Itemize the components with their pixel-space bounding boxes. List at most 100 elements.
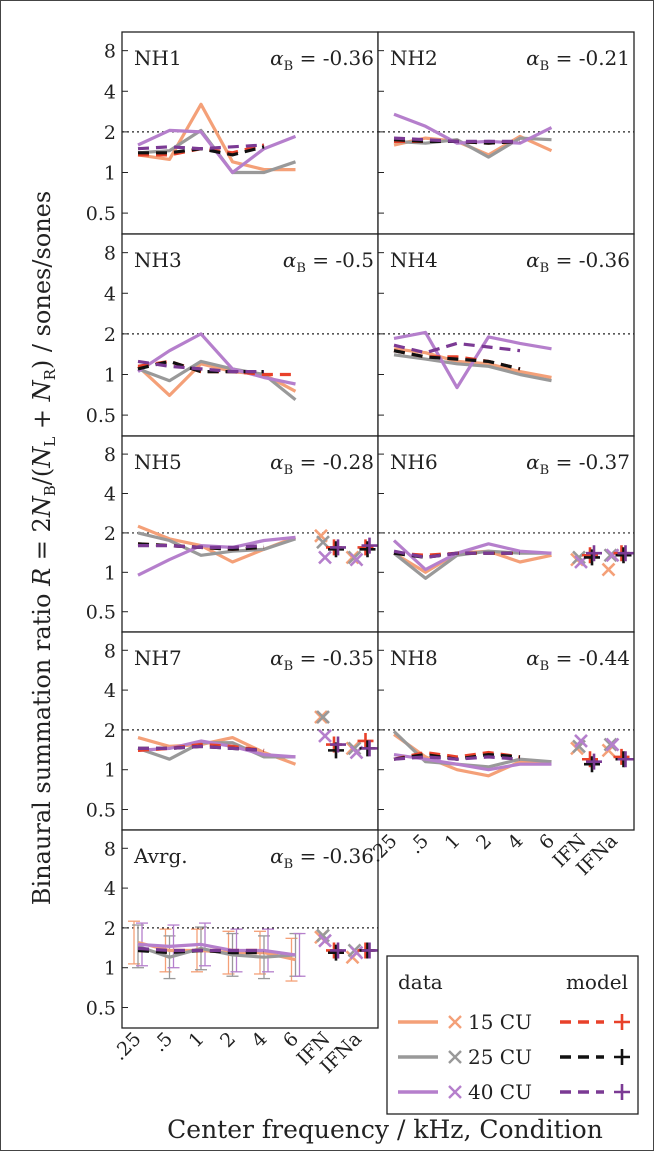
model-line-40-cu	[138, 744, 265, 752]
model-marker-plus	[617, 751, 634, 768]
panels: 8 4 2 1 0.5 NH1 αB = -0.36 NH2 αB = -0.21 8 4 2 1 0.5…	[86, 31, 635, 1029]
panel-frame	[377, 233, 635, 437]
panel-avrg: 8 4 2 1 0.5 Avrg. αB = -0.36	[86, 829, 379, 1029]
panel-nh7: 8 4 2 1 0.5 NH7 αB = -0.35	[86, 631, 379, 831]
y-tick-label: 2	[104, 523, 116, 545]
y-tick-label: 2	[104, 324, 116, 346]
panel-frame	[121, 233, 379, 437]
legend-plus-marker	[614, 1049, 630, 1065]
model-marker-plus	[330, 539, 346, 556]
model-line-40-cu	[137, 946, 264, 953]
y-tick-label: 8	[104, 838, 116, 860]
panel-title: NH6	[390, 450, 438, 474]
data-marker-x	[318, 933, 332, 948]
data-marker-x	[603, 548, 618, 563]
data-line-40-cu	[137, 942, 296, 957]
data-marker-x	[318, 729, 332, 743]
panel-title: Avrg.	[133, 844, 188, 868]
legend-data-header: data	[398, 970, 443, 994]
model-marker-plus	[586, 545, 602, 562]
panel-nh2: NH2 αB = -0.21	[377, 31, 635, 235]
model-marker-plus	[613, 748, 630, 765]
legend: data model 15 CU 25 CU 40 CU	[386, 955, 639, 1115]
model-line-40-cu	[393, 341, 521, 355]
y-axis-label: Binaural summation ratio R = 2NB/(NL + N…	[28, 191, 59, 905]
model-marker-plus	[586, 753, 602, 770]
model-marker-plus	[357, 539, 374, 556]
panel-alpha: αB = -0.44	[526, 646, 630, 674]
y-tick-label: 1	[104, 760, 116, 782]
data-line-40-cu	[137, 332, 296, 386]
data-marker-x	[347, 741, 362, 756]
model-marker-plus	[617, 545, 634, 562]
y-tick-label: 1	[104, 562, 116, 584]
y-tick-label: 4	[104, 878, 116, 900]
model-line-40-cu	[137, 143, 265, 151]
x-axis-label: Center frequency / kHz, Condition	[167, 1115, 603, 1144]
model-marker-plus	[359, 541, 376, 558]
y-tick-label: 0.5	[86, 998, 116, 1020]
y-tick-label: 0.5	[86, 800, 116, 822]
panel-frame	[377, 435, 635, 633]
panel-frame	[121, 631, 379, 831]
panel-alpha: αB = -0.36	[270, 46, 374, 74]
model-marker-plus	[328, 944, 344, 961]
y-tick-label: 0.5	[86, 203, 116, 225]
legend-box	[386, 955, 639, 1115]
y-tick-label: 8	[104, 640, 116, 662]
panel-title: NH2	[390, 46, 438, 70]
y-tick-label: 1	[104, 958, 116, 980]
y-tick-label: 0.5	[86, 405, 116, 427]
y-tick-label: 1	[104, 364, 116, 386]
y-tick-label: 4	[104, 484, 116, 506]
y-tick-label: 8	[104, 243, 116, 265]
model-line-40-cu	[393, 755, 521, 761]
y-tick-label: 2	[104, 122, 116, 144]
y-tick-label: 0.5	[86, 602, 116, 624]
panel-nh6: NH6 αB = -0.37	[377, 435, 635, 633]
model-marker-plus	[361, 740, 378, 757]
panel-nh1: 8 4 2 1 0.5 NH1 αB = -0.36	[86, 31, 379, 235]
legend-x-marker	[448, 1050, 462, 1064]
data-marker-x	[318, 550, 332, 565]
panel-alpha: αB = -0.35	[270, 646, 374, 674]
model-marker-plus	[361, 942, 378, 959]
model-marker-plus	[584, 756, 600, 773]
y-tick-label: 8	[104, 41, 116, 63]
model-line-40-cu	[393, 549, 520, 560]
y-tick-label: 4	[104, 680, 116, 702]
panel-alpha: αB = -0.37	[526, 450, 630, 478]
data-marker-x	[601, 562, 616, 577]
model-line-25-cu	[393, 349, 521, 371]
model-marker-plus	[330, 736, 346, 753]
model-line-40-cu	[138, 543, 265, 550]
data-line-40-cu	[392, 539, 552, 572]
data-marker-x	[574, 734, 588, 748]
model-marker-plus	[582, 547, 598, 564]
panel-title: NH8	[390, 646, 438, 670]
y-tick-label: 4	[104, 283, 116, 305]
data-marker-x	[349, 945, 364, 960]
panel-alpha: αB = -0.5	[283, 248, 374, 276]
panel-title: NH4	[390, 248, 438, 272]
data-line-25-cu	[137, 531, 297, 557]
model-marker-plus	[328, 541, 344, 558]
legend-plus-marker	[614, 1084, 630, 1100]
legend-plus-marker	[614, 1014, 630, 1030]
model-marker-plus	[361, 537, 378, 554]
data-line-40-cu	[393, 330, 552, 390]
panel-nh5: 8 4 2 1 0.5 NH5 αB = -0.28	[86, 435, 379, 633]
panel-alpha: αB = -0.21	[526, 46, 630, 74]
data-marker-x	[349, 552, 364, 567]
data-marker-x	[605, 548, 620, 563]
legend-label: 25 CU	[468, 1045, 532, 1069]
model-line-40-cu	[393, 136, 520, 143]
panel-title: NH7	[134, 646, 182, 670]
panel-alpha: αB = -0.28	[270, 450, 374, 478]
model-marker-plus	[330, 942, 346, 959]
data-marker-x	[605, 737, 620, 752]
panel-alpha: αB = -0.36	[270, 844, 374, 872]
model-line-40-cu	[137, 359, 264, 374]
legend-rows: 15 CU 25 CU 40 CU	[398, 1010, 630, 1104]
